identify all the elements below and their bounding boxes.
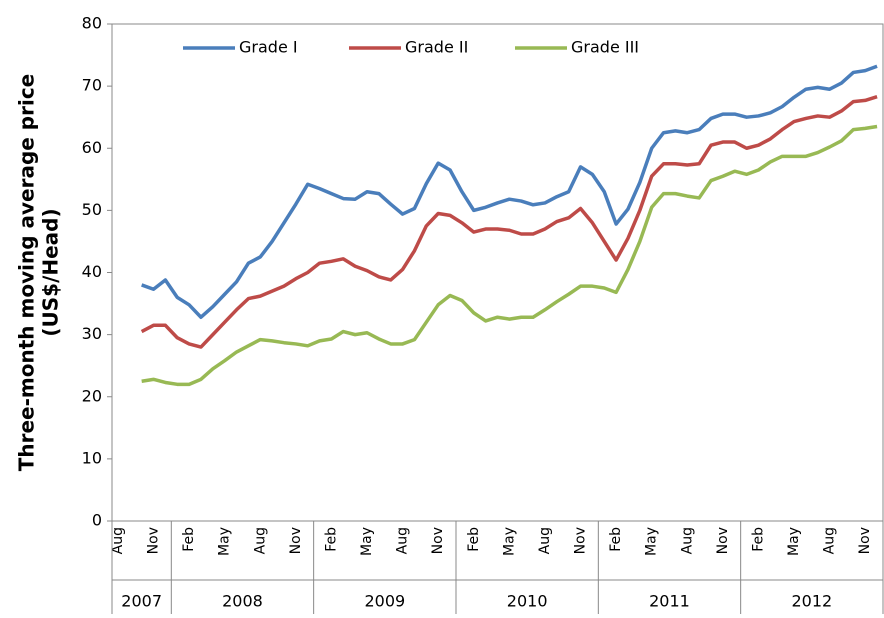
x-tick-label: Aug — [537, 527, 553, 554]
x-tick-label: Aug — [822, 527, 838, 554]
x-tick-label: Aug — [110, 527, 126, 554]
x-tick-label: Feb — [750, 527, 766, 552]
x-tick-label: May — [786, 527, 802, 556]
x-tick-label: Nov — [857, 527, 873, 554]
x-year-label: 2008 — [222, 592, 263, 611]
x-tick-label: Feb — [466, 527, 482, 552]
y-tick-label: 0 — [92, 511, 102, 530]
x-tick-label: Aug — [252, 527, 268, 554]
legend-label: Grade III — [571, 38, 639, 57]
y-tick-label: 80 — [82, 14, 102, 33]
x-tick-label: Feb — [608, 527, 624, 552]
x-tick-label: May — [501, 527, 517, 556]
x-year-label: 2010 — [507, 592, 548, 611]
y-tick-label: 30 — [82, 324, 102, 343]
line-series — [141, 124, 878, 387]
x-year-label: 2011 — [649, 592, 690, 611]
y-tick-label: 10 — [82, 448, 102, 467]
x-tick-label: Feb — [323, 527, 339, 552]
x-tick-label: Nov — [715, 527, 731, 554]
line-series — [140, 95, 878, 349]
plot-frame — [111, 23, 884, 522]
y-tick-label: 70 — [82, 76, 102, 95]
y-axis-label: (US$/Head) — [39, 208, 63, 336]
y-axis-label: Three-month moving average price — [15, 74, 39, 472]
x-tick-label: Feb — [181, 527, 197, 552]
legend-label: Grade I — [239, 38, 298, 57]
x-year-label: 2009 — [364, 592, 405, 611]
x-tick-label: Nov — [288, 527, 304, 554]
y-tick-label: 20 — [82, 386, 102, 405]
x-year-label: 2012 — [791, 592, 832, 611]
x-tick-label: May — [217, 527, 233, 556]
x-tick-label: May — [644, 527, 660, 556]
x-tick-label: May — [359, 527, 375, 556]
x-tick-label: Nov — [430, 527, 446, 554]
legend-label: Grade II — [405, 38, 468, 57]
y-tick-label: 60 — [82, 138, 102, 157]
x-year-label: 2007 — [121, 592, 162, 611]
y-tick-label: 50 — [82, 200, 102, 219]
x-tick-label: Aug — [395, 527, 411, 554]
y-tick-label: 40 — [82, 262, 102, 281]
x-tick-label: Nov — [573, 527, 589, 554]
line-series — [141, 64, 878, 319]
x-tick-label: Nov — [146, 527, 162, 554]
x-tick-label: Aug — [679, 527, 695, 554]
